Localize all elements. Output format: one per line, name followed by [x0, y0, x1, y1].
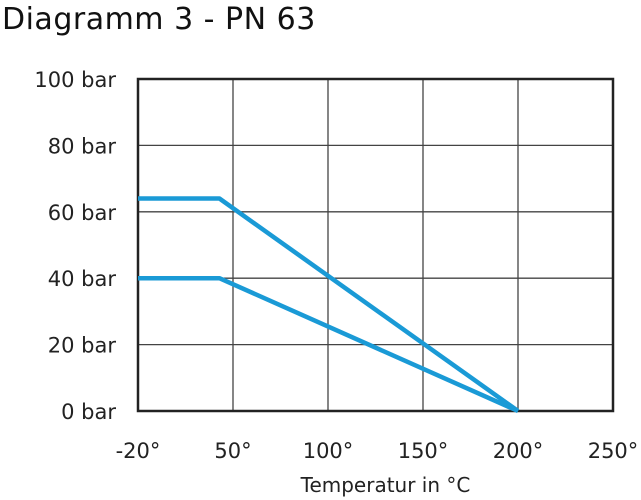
- series-line-1: [138, 196, 520, 413]
- y-tick-label: 60 bar: [48, 201, 117, 225]
- x-tick-label: 100°: [303, 439, 354, 463]
- x-tick-label: -20°: [116, 439, 161, 463]
- y-tick-label: 20 bar: [48, 334, 117, 358]
- y-tick-label: 80 bar: [48, 134, 117, 158]
- x-tick-label: 250°: [588, 439, 639, 463]
- series-line-2: [138, 275, 519, 414]
- y-tick-label: 100 bar: [34, 68, 116, 92]
- chart-title: Diagramm 3 - PN 63: [2, 2, 316, 37]
- x-tick-label: 150°: [398, 439, 449, 463]
- x-tick-label: 50°: [214, 439, 251, 463]
- x-tick-label: 200°: [493, 439, 544, 463]
- plot-frame: [136, 77, 615, 413]
- y-tick-label: 0 bar: [61, 400, 116, 424]
- y-tick-label: 40 bar: [48, 267, 117, 291]
- x-axis-label: Temperatur in °C: [300, 473, 471, 497]
